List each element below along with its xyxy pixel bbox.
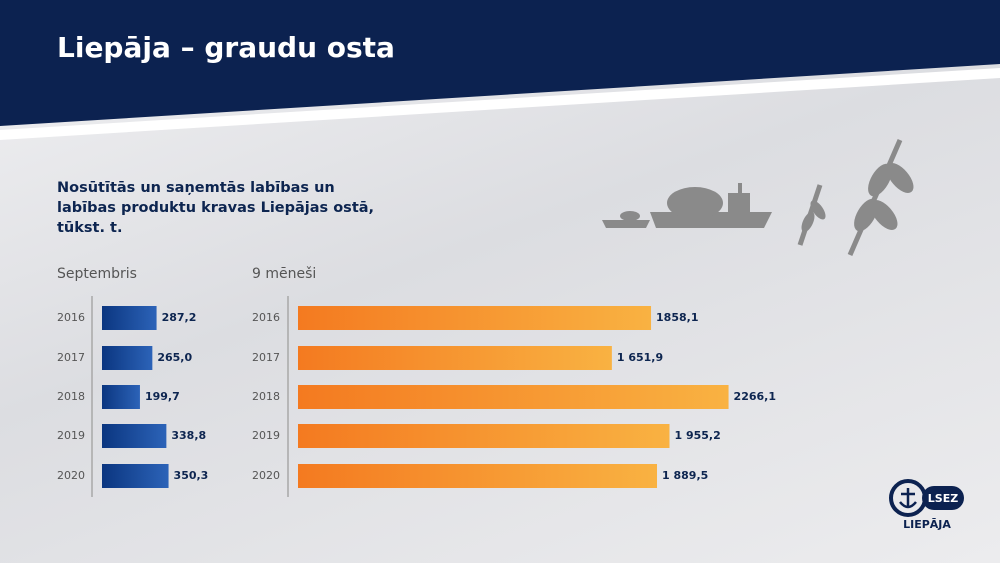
- y-tick-label: 2018: [252, 390, 280, 403]
- logo: LSEZ LIEPĀJA: [889, 479, 964, 531]
- bar: [298, 306, 652, 330]
- page-title: Liepāja – graudu osta: [57, 31, 395, 64]
- bar: [102, 385, 140, 409]
- bar: [298, 385, 729, 409]
- y-tick-label: 2016: [57, 311, 85, 324]
- value-label: 1858,1: [656, 311, 698, 324]
- y-tick-label: 2016: [252, 311, 280, 324]
- value-label: 1 651,9: [617, 351, 663, 364]
- value-label: 287,2: [162, 311, 197, 324]
- chart-title: Septembris: [57, 266, 137, 282]
- chart-title: 9 mēneši: [252, 266, 316, 282]
- value-label: 350,3: [174, 469, 209, 482]
- bar: [298, 464, 658, 488]
- value-label: 265,0: [157, 351, 192, 364]
- header: [0, 0, 1000, 126]
- y-tick-label: 2020: [57, 469, 85, 482]
- ship-icon: [602, 183, 772, 228]
- subtitle: Nosūtītās un saņemtās labības un labības…: [57, 180, 375, 236]
- bar: [102, 346, 153, 370]
- value-label: 338,8: [171, 429, 206, 442]
- value-label: 1 955,2: [674, 429, 720, 442]
- y-tick-label: 2017: [57, 351, 85, 364]
- value-label: 1 889,5: [662, 469, 708, 482]
- y-tick-label: 2020: [252, 469, 280, 482]
- y-tick-label: 2019: [252, 429, 280, 442]
- value-label: 2266,1: [734, 390, 776, 403]
- bar: [102, 306, 157, 330]
- value-label: 199,7: [145, 390, 180, 403]
- header-stripe: [0, 68, 1000, 140]
- bar: [102, 464, 169, 488]
- bar: [102, 424, 167, 448]
- y-tick-label: 2019: [57, 429, 85, 442]
- logo-name: LIEPĀJA: [903, 518, 951, 531]
- wheat-icon: [797, 139, 914, 256]
- y-tick-label: 2017: [252, 351, 280, 364]
- logo-badge: LSEZ: [928, 492, 958, 505]
- y-tick-label: 2018: [57, 390, 85, 403]
- bar: [298, 346, 612, 370]
- bar: [298, 424, 670, 448]
